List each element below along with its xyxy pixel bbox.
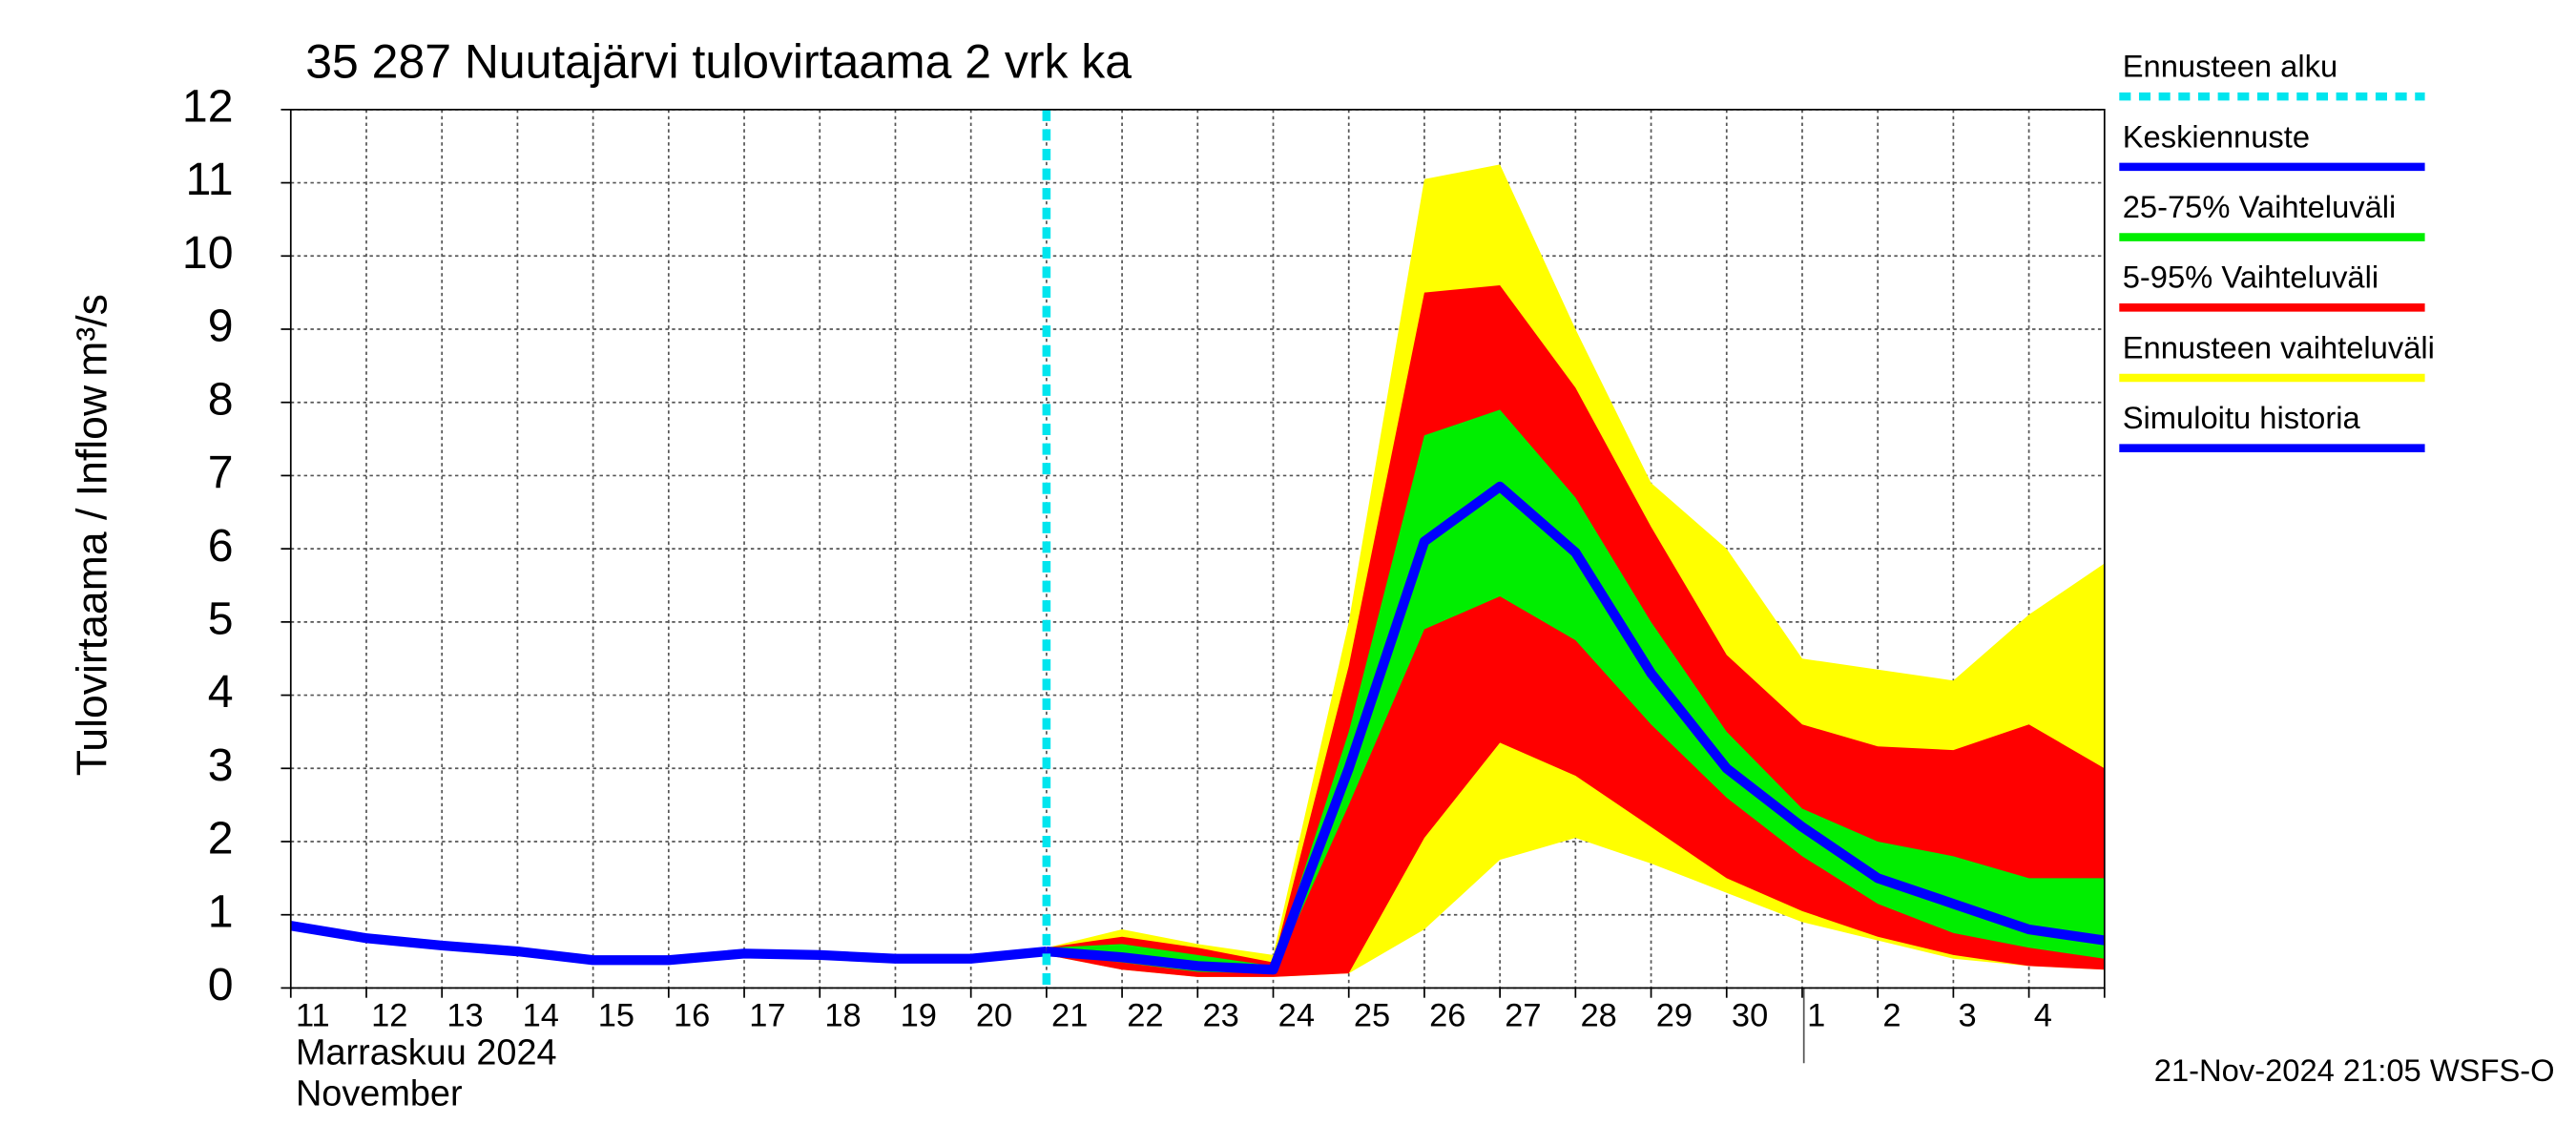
x-axis-label: Marraskuu 2024 — [296, 1033, 557, 1073]
x-tick-label: 4 — [2034, 997, 2052, 1033]
y-tick-label: 2 — [208, 813, 234, 864]
y-tick-label: 11 — [185, 154, 233, 205]
x-tick-label: 3 — [1959, 997, 1977, 1033]
y-tick-label: 12 — [182, 81, 234, 133]
x-tick-label: 23 — [1202, 997, 1238, 1033]
x-tick-label: 17 — [749, 997, 785, 1033]
y-tick-label: 6 — [208, 520, 234, 572]
y-tick-label: 0 — [208, 959, 234, 1010]
x-tick-label: 15 — [598, 997, 634, 1033]
x-tick-label: 12 — [371, 997, 407, 1033]
x-tick-label: 2 — [1882, 997, 1901, 1033]
x-tick-label: 20 — [976, 997, 1012, 1033]
chart-title: 35 287 Nuutajärvi tulovirtaama 2 vrk ka — [305, 35, 1132, 89]
footer: 21-Nov-2024 21:05 WSFS-O — [2154, 1052, 2555, 1088]
x-tick-label: 29 — [1656, 997, 1693, 1033]
legend-label: Ennusteen alku — [2123, 49, 2337, 84]
legend-label: 25-75% Vaihteluväli — [2123, 189, 2397, 224]
legend-label: Simuloitu historia — [2123, 400, 2361, 435]
x-tick-label: 27 — [1505, 997, 1541, 1033]
x-tick-label: 16 — [674, 997, 710, 1033]
x-tick-label: 18 — [824, 997, 861, 1033]
y-tick-label: 3 — [208, 739, 234, 791]
x-axis-label: November — [296, 1074, 463, 1114]
y-tick-label: 4 — [208, 666, 234, 718]
y-tick-label: 5 — [208, 593, 234, 645]
x-tick-label: 13 — [447, 997, 483, 1033]
plot-frame — [289, 109, 2106, 989]
legend-label: 5-95% Vaihteluväli — [2123, 260, 2379, 295]
x-tick-label: 28 — [1581, 997, 1617, 1033]
x-tick-label: 11 — [296, 997, 330, 1033]
x-tick-label: 14 — [523, 997, 559, 1033]
y-axis-label: Tulovirtaama / Inflow — [70, 385, 116, 776]
series-line — [1046, 481, 2106, 975]
y-tick-label: 8 — [208, 373, 234, 425]
y-tick-label: 7 — [208, 447, 234, 498]
legend-label: Ennusteen vaihteluväli — [2123, 330, 2435, 365]
y-tick-label: 1 — [208, 885, 234, 937]
x-tick-label: 19 — [901, 997, 937, 1033]
y-tick-label: 9 — [208, 301, 234, 352]
x-tick-label: 26 — [1429, 997, 1465, 1033]
band-area — [1046, 409, 2105, 974]
legend-label: Keskiennuste — [2123, 118, 2310, 154]
x-tick-label: 22 — [1127, 997, 1163, 1033]
x-tick-label: 24 — [1278, 997, 1315, 1033]
y-axis-unit: m³/s — [70, 294, 116, 377]
y-tick-label: 10 — [182, 227, 234, 279]
x-tick-label: 1 — [1807, 997, 1825, 1033]
x-tick-label: 25 — [1354, 997, 1390, 1033]
x-tick-label: 30 — [1732, 997, 1768, 1033]
series-line — [289, 921, 1048, 966]
x-tick-label: 21 — [1051, 997, 1088, 1033]
